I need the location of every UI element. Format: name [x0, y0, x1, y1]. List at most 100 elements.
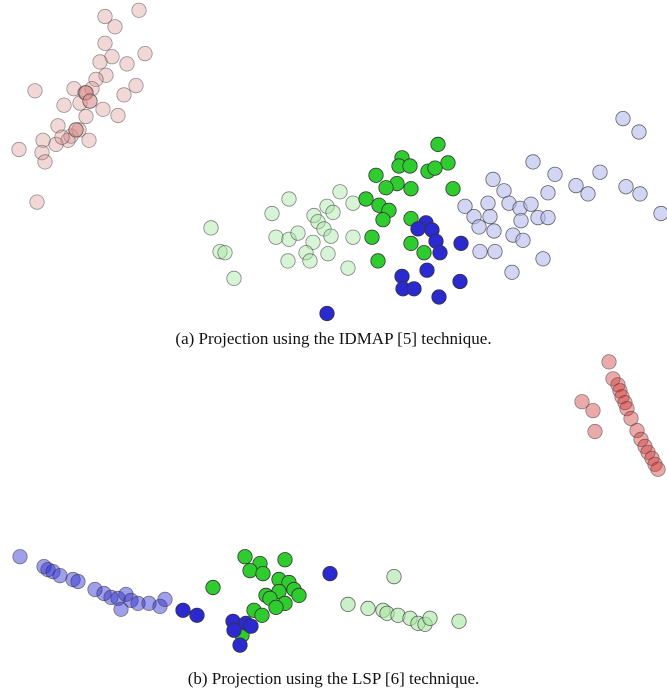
scatter-point-red: [131, 2, 147, 18]
scatter-point-green_strong: [268, 599, 284, 615]
scatter-point-blue_light: [515, 232, 531, 248]
scatter-point-blue_strong: [12, 549, 28, 565]
scatter-point-blue_strong: [52, 568, 68, 584]
scatter-point-green_strong: [255, 566, 271, 582]
scatter-point-blue_strong: [130, 595, 146, 611]
scatter-point-red_strong: [619, 400, 635, 417]
scatter-point-red: [82, 93, 98, 109]
scatter-point-blue_light: [472, 244, 488, 260]
scatter-point-green_light: [386, 569, 402, 585]
scatter-point-green_light: [345, 229, 361, 245]
lsp-scatter-svg: [12, 354, 666, 653]
scatter-point-red: [37, 154, 53, 170]
scatter-point-blue_light: [457, 198, 473, 214]
scatter-point-blue_strong: [96, 585, 112, 602]
scatter-point-blue_light: [568, 178, 584, 194]
scatter-point-blue_strong: [431, 289, 447, 305]
scatter-point-green_light: [325, 204, 341, 220]
scatter-point-red: [98, 67, 114, 83]
scatter-point-green_light: [340, 260, 356, 276]
scatter-point-red: [128, 78, 144, 94]
scatter-point-red_strong: [633, 431, 649, 448]
caption-lsp: (b) Projection using the LSP [6] techniq…: [187, 669, 480, 688]
scatter-point-blue_strong: [189, 607, 205, 623]
scatter-point-green_light: [305, 234, 321, 250]
scatter-point-blue_strong: [406, 281, 422, 297]
scatter-point-blue_strong: [243, 618, 259, 634]
scatter-point-red: [35, 132, 51, 148]
scatter-point-green_light: [281, 231, 297, 247]
scatter-point-red: [92, 54, 108, 70]
scatter-point-red: [137, 45, 153, 62]
scatter-point-red_strong: [605, 371, 621, 387]
scatter-point-green_light: [319, 198, 335, 214]
scatter-point-green_strong: [402, 158, 418, 174]
scatter-point-green_strong: [403, 181, 419, 197]
scatter-point-green_strong: [254, 607, 270, 623]
scatter-point-red: [81, 132, 97, 148]
scatter-point-blue_light: [486, 223, 502, 239]
scatter-point-green_strong: [416, 245, 432, 261]
scatter-point-green_light: [217, 245, 233, 261]
scatter-point-green_strong: [378, 180, 394, 196]
scatter-point-blue_light: [487, 244, 503, 260]
scatter-point-red_strong: [629, 422, 645, 439]
scatter-point-blue_light: [618, 179, 634, 195]
scatter-point-green_strong: [291, 587, 307, 603]
scatter-point-green_light: [280, 253, 296, 269]
scatter-point-blue_strong: [410, 221, 426, 237]
scatter-point-red: [97, 8, 113, 25]
scatter-point-red: [88, 71, 104, 88]
scatter-point-blue_strong: [45, 564, 61, 580]
scatter-point-green_strong: [440, 155, 456, 171]
scatter-point-red: [34, 145, 50, 161]
scatter-point-blue_strong: [70, 573, 86, 590]
scatter-point-red: [95, 101, 111, 117]
scatter-point-red: [78, 108, 94, 125]
scatter-point-green_strong: [370, 253, 386, 269]
scatter-point-green_light: [212, 244, 228, 260]
scatter-point-green_strong: [277, 552, 293, 568]
scatter-point-red: [119, 56, 135, 72]
scatter-point-blue_strong: [232, 637, 248, 653]
scatter-point-red_strong: [587, 423, 603, 440]
scatter-point-blue_strong: [432, 245, 448, 261]
scatter-point-blue_light: [653, 205, 667, 222]
scatter-point-green_light: [226, 270, 242, 286]
scatter-point-blue_light: [631, 124, 647, 140]
scatter-point-green_light: [451, 613, 467, 629]
scatter-point-red_strong: [601, 354, 617, 370]
scatter-point-green_strong: [242, 563, 258, 579]
scatter-point-red_strong: [610, 377, 626, 393]
scatter-point-red: [29, 194, 45, 210]
scatter-point-green_strong: [445, 181, 461, 197]
scatter-point-red_strong: [650, 461, 666, 477]
scatter-point-red: [116, 87, 132, 103]
scatter-point-blue_light: [615, 111, 631, 127]
scatter-point-blue_light: [513, 213, 529, 229]
scatter-point-green_light: [340, 596, 356, 612]
lsp-projection-plot: [0, 347, 667, 665]
scatter-point-red: [110, 107, 126, 124]
scatter-point-green_strong: [375, 212, 391, 228]
scatter-point-blue_strong: [226, 622, 242, 638]
scatter-point-red_strong: [647, 456, 663, 472]
scatter-point-green_light: [264, 205, 280, 222]
scatter-point-red: [50, 118, 66, 134]
scatter-point-green_light: [290, 225, 306, 241]
scatter-point-blue_strong: [157, 591, 173, 607]
scatter-point-green_strong: [368, 167, 384, 183]
scatter-point-blue_light: [592, 164, 608, 180]
scatter-point-green_light: [302, 253, 318, 269]
scatter-point-blue_light: [480, 195, 496, 211]
scatter-point-green_light: [360, 600, 376, 616]
scatter-point-blue_light: [471, 219, 487, 235]
scatter-point-green_strong: [427, 160, 443, 176]
scatter-point-blue_light: [482, 209, 498, 225]
scatter-point-green_strong: [205, 579, 221, 596]
scatter-point-green_strong: [430, 136, 446, 152]
scatter-point-green_light: [422, 610, 438, 626]
scatter-point-blue_strong: [36, 559, 52, 575]
scatter-point-green_light: [203, 220, 219, 236]
idmap-scatter-svg: [11, 2, 667, 322]
